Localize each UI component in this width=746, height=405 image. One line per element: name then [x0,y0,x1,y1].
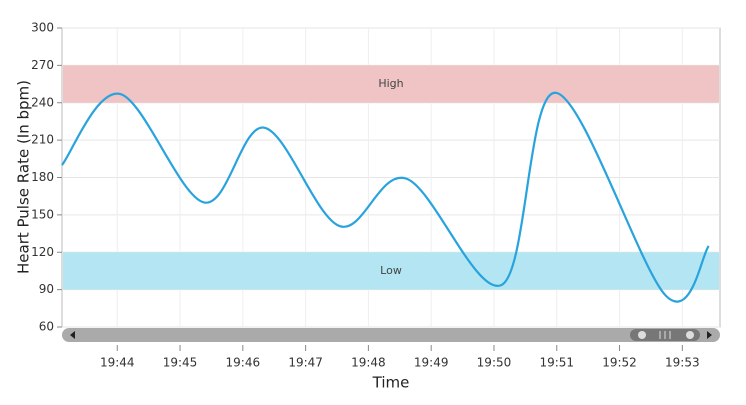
scrollbar-arrow-left [70,331,75,339]
x-tick-label: 19:45 [163,356,198,370]
x-axis-title: Time [372,374,410,392]
x-tick-label: 19:50 [477,356,512,370]
x-tick-label: 19:49 [414,356,449,370]
y-tick-label: 180 [31,170,54,184]
y-tick-label: 210 [31,133,54,147]
y-tick-label: 150 [31,207,54,221]
scrollbar-track [62,328,720,342]
band [63,252,719,290]
scrollbar-handle [686,331,694,339]
band [63,65,719,103]
band-label: High [378,77,403,90]
x-tick-label: 19:46 [226,356,261,370]
x-tick-label: 19:48 [351,356,386,370]
x-tick-label: 19:47 [288,356,323,370]
band-label: Low [380,264,402,277]
x-tick-label: 19:44 [100,356,135,370]
y-tick-label: 240 [31,95,54,109]
line [61,91,710,303]
y-tick-label: 300 [31,21,54,35]
x-tick-label: 19:51 [539,356,574,370]
y-tick-label: 270 [31,58,54,72]
y-tick-label: 60 [39,320,54,334]
scrollbar-handle [638,331,646,339]
y-axis-title: Heart Pulse Rate (In bpm) [15,80,33,274]
x-tick-label: 19:53 [665,356,700,370]
scrollbar-arrow-right [707,331,712,339]
y-tick-label: 90 [39,282,54,296]
x-tick-label: 19:52 [602,356,637,370]
y-tick-label: 120 [31,245,54,259]
